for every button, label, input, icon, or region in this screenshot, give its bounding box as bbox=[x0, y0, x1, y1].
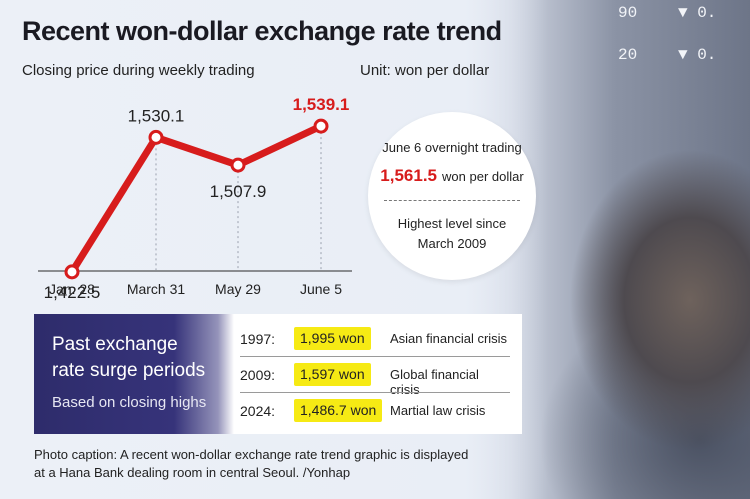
surge-reason: Martial law crisis bbox=[390, 403, 486, 418]
data-point bbox=[148, 129, 164, 145]
callout-divider bbox=[384, 200, 520, 201]
data-label: 1,530.1 bbox=[128, 106, 185, 125]
surge-row-1997: 1997: 1,995 won Asian financial crisis bbox=[240, 326, 510, 354]
surge-subtitle: Based on closing highs bbox=[52, 394, 207, 411]
data-point bbox=[64, 264, 80, 280]
x-tick-label: Jan. 28 bbox=[49, 281, 95, 297]
data-label: 1,422.5 bbox=[44, 283, 101, 302]
callout-note-line2: March 2009 bbox=[417, 236, 487, 251]
callout-rate-line: 1,561.5 won per dollar bbox=[368, 166, 536, 186]
surge-title-line2: rate surge periods bbox=[52, 360, 206, 381]
unit-label: Unit: won per dollar bbox=[360, 62, 490, 79]
surge-won-badge: 1,486.7 won bbox=[294, 399, 383, 422]
ticker-text-4: ▼ 0. bbox=[678, 46, 717, 64]
data-label: 1,539.1 bbox=[293, 95, 350, 114]
x-tick-label: May 29 bbox=[215, 281, 261, 297]
surge-reason: Asian financial crisis bbox=[390, 331, 508, 346]
callout-heading: June 6 overnight trading bbox=[382, 140, 522, 155]
surge-title-line1: Past exchange bbox=[52, 334, 178, 355]
x-tick-label: June 5 bbox=[300, 281, 342, 297]
callout-rate: 1,561.5 bbox=[380, 166, 438, 185]
row-divider bbox=[240, 392, 510, 393]
callout-note-line1: Highest level since bbox=[397, 216, 507, 231]
surge-row-2009: 2009: 1,597 won Global financial crisis bbox=[240, 362, 510, 397]
data-point bbox=[230, 157, 246, 173]
ticker-text-1: 90 bbox=[618, 4, 638, 22]
row-divider bbox=[240, 356, 510, 357]
surge-year: 2024: bbox=[240, 403, 276, 419]
background-ticker: 90 ▼ 0. 20 ▼ 0. bbox=[610, 0, 750, 90]
caption-line2: at a Hana Bank dealing room in central S… bbox=[34, 465, 351, 480]
surge-won-badge: 1,995 won bbox=[294, 327, 371, 350]
data-label: 1,507.9 bbox=[210, 182, 267, 201]
photo-caption: Photo caption: A recent won-dollar excha… bbox=[34, 446, 468, 482]
data-point bbox=[313, 118, 329, 134]
ticker-text-2: ▼ 0. bbox=[678, 4, 717, 22]
surge-periods-box: Past exchange rate surge periods Based o… bbox=[34, 314, 522, 434]
overnight-callout: June 6 overnight trading 1,561.5 won per … bbox=[368, 112, 536, 280]
surge-year: 2009: bbox=[240, 367, 276, 383]
chart-subtitle: Closing price during weekly trading bbox=[22, 62, 255, 79]
chart-title: Recent won-dollar exchange rate trend bbox=[22, 16, 502, 46]
ticker-text-3: 20 bbox=[618, 46, 638, 64]
callout-rate-unit: won per dollar bbox=[442, 169, 524, 184]
line-chart: 1,422.5 1,530.1 1,507.9 1,539.1 Jan. 28 March… bbox=[38, 95, 352, 302]
caption-line1: Photo caption: A recent won-dollar excha… bbox=[34, 447, 469, 462]
series-line bbox=[68, 122, 325, 276]
surge-title-block: Past exchange rate surge periods Based o… bbox=[34, 314, 234, 434]
surge-reason: Global financial crisis bbox=[390, 367, 479, 397]
x-tick-label: March 31 bbox=[127, 281, 186, 297]
surge-year: 1997: bbox=[240, 331, 276, 347]
surge-won-badge: 1,597 won bbox=[294, 363, 371, 386]
surge-row-2024: 2024: 1,486.7 won Martial law crisis bbox=[240, 398, 510, 426]
